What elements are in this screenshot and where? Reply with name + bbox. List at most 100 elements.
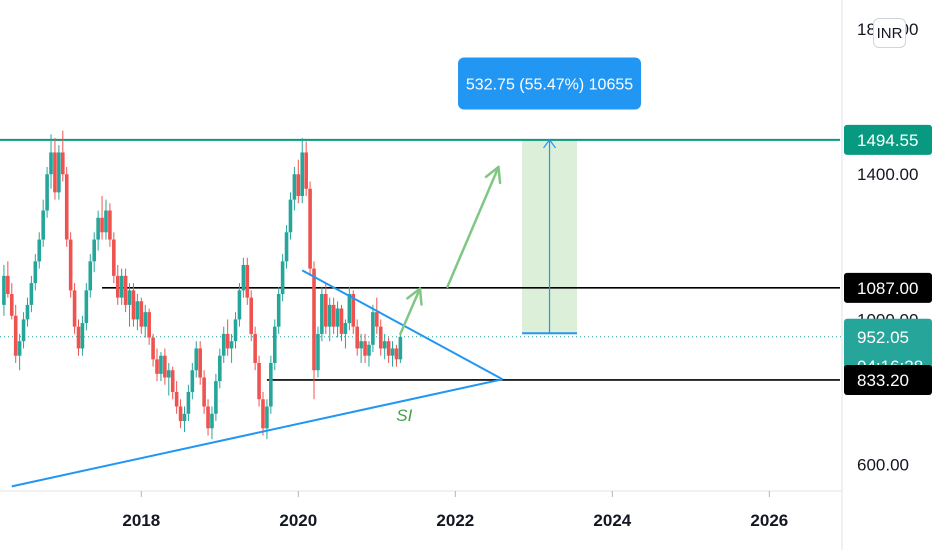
candle [72, 283, 77, 334]
candle-body [104, 210, 108, 233]
candle [186, 384, 191, 422]
candle [378, 319, 383, 356]
candle-body [296, 174, 301, 196]
candle-body [135, 301, 140, 320]
candle [108, 203, 112, 247]
price-label-resistance-value: 1494.55 [857, 131, 918, 150]
candle-body [190, 370, 195, 392]
arrow-shaft [446, 165, 500, 288]
candle [33, 254, 38, 291]
candle-body [245, 264, 250, 298]
candle-body [367, 344, 371, 356]
candle-body [257, 362, 261, 400]
candle-body [331, 304, 336, 327]
trendline [11, 378, 503, 488]
candle [64, 166, 69, 247]
candle-body [139, 301, 144, 327]
candle [221, 326, 226, 363]
candle [45, 166, 49, 218]
candle-body [202, 377, 206, 407]
candle [245, 257, 250, 305]
candle [241, 257, 246, 298]
candle-body [323, 294, 328, 327]
candle [363, 333, 367, 363]
candle-body [49, 152, 53, 175]
candle [347, 286, 352, 331]
candle [218, 348, 222, 389]
candle-body [112, 239, 116, 276]
candle [288, 192, 293, 240]
candle [112, 232, 116, 284]
candle-body [320, 294, 324, 334]
candle-body [25, 304, 30, 320]
candle [21, 312, 26, 349]
arrow-shaft [399, 287, 422, 336]
candle-body [304, 152, 308, 189]
candle-body [316, 333, 320, 371]
candle-body [155, 359, 159, 374]
candle-body [92, 239, 97, 262]
arrow-head [406, 287, 423, 306]
candle [229, 333, 234, 363]
candle [280, 254, 285, 302]
candle-body [276, 294, 281, 327]
candle-body [363, 341, 367, 356]
candle-body [159, 355, 163, 374]
candle-body [308, 188, 312, 269]
candle-body [80, 323, 85, 349]
candle [375, 297, 379, 334]
annotation-text: SI [396, 406, 412, 425]
projection-arrow [446, 165, 502, 288]
candle-body [390, 348, 395, 356]
candle [68, 232, 73, 298]
candle [182, 406, 187, 432]
candle [276, 286, 281, 334]
candle-body [6, 275, 10, 294]
candle-body [221, 333, 226, 356]
candle [37, 232, 42, 269]
candle [214, 373, 218, 422]
candle [166, 362, 171, 396]
price-label-box [844, 272, 932, 303]
candle [249, 290, 254, 342]
candle-body [214, 381, 218, 414]
measure-label: 532.75 (55.47%) 10655 [466, 76, 633, 93]
candle-body [33, 261, 38, 284]
currency-badge[interactable]: INR [873, 18, 906, 48]
candle-body [72, 290, 77, 327]
candle-body [359, 341, 363, 349]
candle-body [351, 294, 356, 327]
candle [170, 366, 175, 400]
candle-body [170, 370, 175, 392]
candle [80, 315, 85, 356]
candle [371, 304, 375, 353]
candle [320, 286, 324, 342]
candle-body [386, 341, 391, 356]
x-tick-label: 2022 [436, 511, 474, 530]
candle-body [143, 312, 148, 327]
candle-body [265, 406, 269, 429]
candle [104, 199, 108, 240]
candle-body [100, 217, 104, 233]
candle [312, 261, 316, 400]
candle [194, 341, 199, 378]
candle [206, 399, 210, 436]
candle-body [84, 290, 89, 324]
candle-body [206, 406, 210, 429]
candle [272, 319, 277, 371]
candle-body [45, 174, 49, 211]
candle-body [355, 326, 359, 349]
candle [382, 333, 387, 360]
candle [323, 283, 328, 334]
candle [284, 225, 289, 269]
candle [96, 210, 100, 251]
candle [343, 319, 348, 349]
candle-body [57, 152, 61, 193]
candle [100, 196, 104, 240]
candle [53, 137, 57, 200]
candle-body [2, 275, 6, 305]
candle-body [119, 275, 124, 298]
candle-body [37, 239, 42, 262]
candle-body [371, 312, 375, 345]
candle [335, 301, 340, 338]
